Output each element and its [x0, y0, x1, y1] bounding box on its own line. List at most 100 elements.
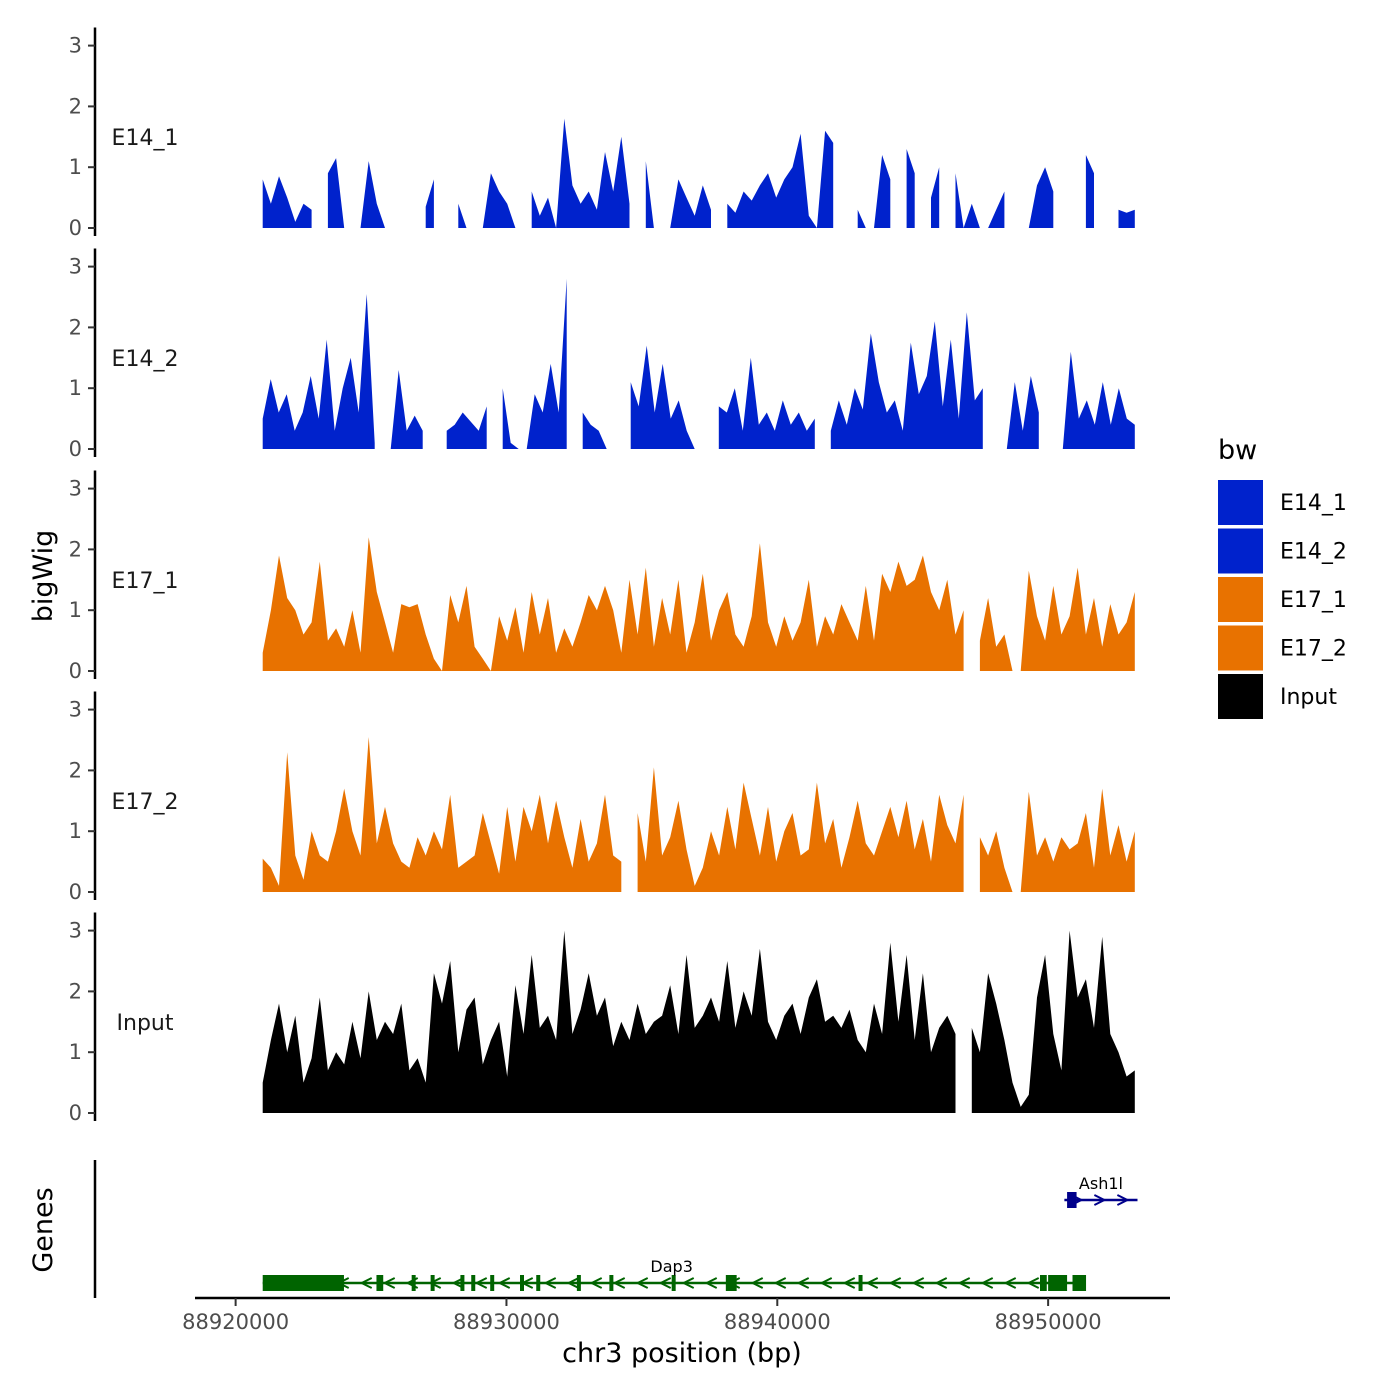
y-tick-label: 2: [69, 537, 82, 561]
signal-area-E14_2: [262, 278, 1135, 449]
signal-area-E17_1: [262, 537, 1135, 671]
strand-arrow: [888, 1277, 902, 1289]
y-tick-label: 3: [69, 919, 82, 943]
x-axis-title: chr3 position (bp): [562, 1338, 802, 1369]
x-tick-label: 88940000: [724, 1310, 831, 1334]
strand-arrow: [635, 1277, 649, 1289]
track-E14_2: 0 1 2 3 E14_2: [69, 248, 1135, 461]
y-tick-label: 0: [69, 659, 82, 683]
y-tick-label: 2: [69, 315, 82, 339]
legend-label-E17_2: E17_2: [1280, 637, 1347, 662]
y-tick-label: 1: [69, 598, 82, 622]
legend-title: bw: [1218, 435, 1257, 466]
y-tick-label: 0: [69, 1101, 82, 1125]
track-label: E17_1: [112, 569, 179, 594]
exon: [576, 1275, 581, 1291]
x-tick-label: 88920000: [182, 1310, 289, 1334]
exon: [671, 1275, 676, 1291]
track-label: E17_2: [112, 790, 179, 815]
exon: [460, 1275, 465, 1291]
exon: [1072, 1275, 1087, 1291]
gene-Dap3: Dap3: [262, 1257, 1087, 1291]
exon: [725, 1275, 737, 1291]
exon: [609, 1275, 614, 1291]
genes-axis-title: Genes: [28, 1187, 59, 1272]
y-tick-label: 0: [69, 437, 82, 461]
legend-swatch-E14_1: [1218, 480, 1263, 525]
y-tick-label: 3: [69, 698, 82, 722]
exon: [1040, 1275, 1047, 1291]
signal-tracks: 0 1 2 3 E14_1 0 1 2 3 E14_2 0 1 2 3 E17_1 0 1 2 3 E17_2 0 1 2 3…: [69, 27, 1135, 1125]
legend-swatch-Input: [1218, 674, 1263, 719]
strand-arrow: [658, 1277, 672, 1289]
y-tick-label: 2: [69, 94, 82, 118]
gene-track: 88920000 88930000 88940000 88950000 Dap3 Ash1…: [93, 1160, 1170, 1334]
strand-arrow: [911, 1277, 925, 1289]
strand-arrow: [842, 1277, 856, 1289]
x-tick-label: 88950000: [995, 1310, 1102, 1334]
strand-arrow: [750, 1277, 764, 1289]
track-E14_1: 0 1 2 3 E14_1: [69, 27, 1135, 240]
legend-label-E17_1: E17_1: [1280, 588, 1347, 613]
y-tick-label: 1: [69, 155, 82, 179]
y-tick-label: 3: [69, 255, 82, 279]
strand-arrow: [704, 1277, 718, 1289]
track-Input: 0 1 2 3 Input: [69, 912, 1135, 1125]
track-label: E14_1: [112, 126, 179, 151]
exon: [520, 1275, 524, 1291]
strand-arrow: [980, 1277, 994, 1289]
strand-arrow: [612, 1277, 626, 1289]
strand-arrow: [543, 1277, 557, 1289]
exon: [858, 1275, 863, 1291]
signal-area-E17_2: [262, 737, 1135, 892]
strand-arrow: [1116, 1194, 1130, 1206]
y-tick-label: 2: [69, 979, 82, 1003]
exon: [1048, 1275, 1068, 1291]
strand-arrow: [865, 1277, 879, 1289]
strand-arrow: [681, 1277, 695, 1289]
strand-arrow: [451, 1277, 465, 1289]
gene-label: Ash1l: [1079, 1174, 1123, 1193]
exon: [490, 1275, 495, 1291]
legend-swatch-E17_1: [1218, 577, 1263, 622]
exon: [1067, 1192, 1077, 1208]
y-tick-label: 0: [69, 880, 82, 904]
exon: [262, 1275, 344, 1291]
y-tick-label: 1: [69, 376, 82, 400]
x-tick-label: 88930000: [453, 1310, 560, 1334]
strand-arrow: [566, 1277, 580, 1289]
legend-label-E14_2: E14_2: [1280, 540, 1347, 565]
strand-arrow: [819, 1277, 833, 1289]
track-label: E14_2: [112, 347, 179, 372]
legend-swatch-E14_2: [1218, 528, 1263, 574]
y-tick-label: 3: [69, 34, 82, 58]
legend: bw E14_1 E14_2 E17_1 E17_2 Input: [1218, 435, 1347, 719]
legend-label-Input: Input: [1280, 685, 1337, 710]
strand-arrow: [474, 1277, 488, 1289]
exon: [536, 1275, 541, 1291]
strand-arrow: [1093, 1194, 1107, 1206]
strand-arrow: [497, 1277, 511, 1289]
exon: [471, 1275, 476, 1291]
legend-label-E14_1: E14_1: [1280, 491, 1347, 516]
track-E17_1: 0 1 2 3 E17_1: [69, 470, 1135, 683]
track-label: Input: [117, 1011, 174, 1036]
legend-swatch-E17_2: [1218, 625, 1263, 671]
strand-arrow: [589, 1277, 603, 1289]
strand-arrow: [957, 1277, 971, 1289]
gene-Ash1l: Ash1l: [1064, 1174, 1138, 1208]
y-tick-label: 2: [69, 758, 82, 782]
y-tick-label: 3: [69, 477, 82, 501]
y-tick-label: 0: [69, 216, 82, 240]
strand-arrow: [796, 1277, 810, 1289]
strand-arrow: [359, 1277, 373, 1289]
strand-arrow: [1026, 1277, 1040, 1289]
strand-arrow: [773, 1277, 787, 1289]
signal-area-E14_1: [262, 118, 1135, 228]
signal-area-Input: [262, 930, 1135, 1113]
exon: [430, 1275, 435, 1291]
gene-label: Dap3: [650, 1257, 692, 1276]
exon: [376, 1275, 384, 1291]
y-tick-label: 1: [69, 1040, 82, 1064]
